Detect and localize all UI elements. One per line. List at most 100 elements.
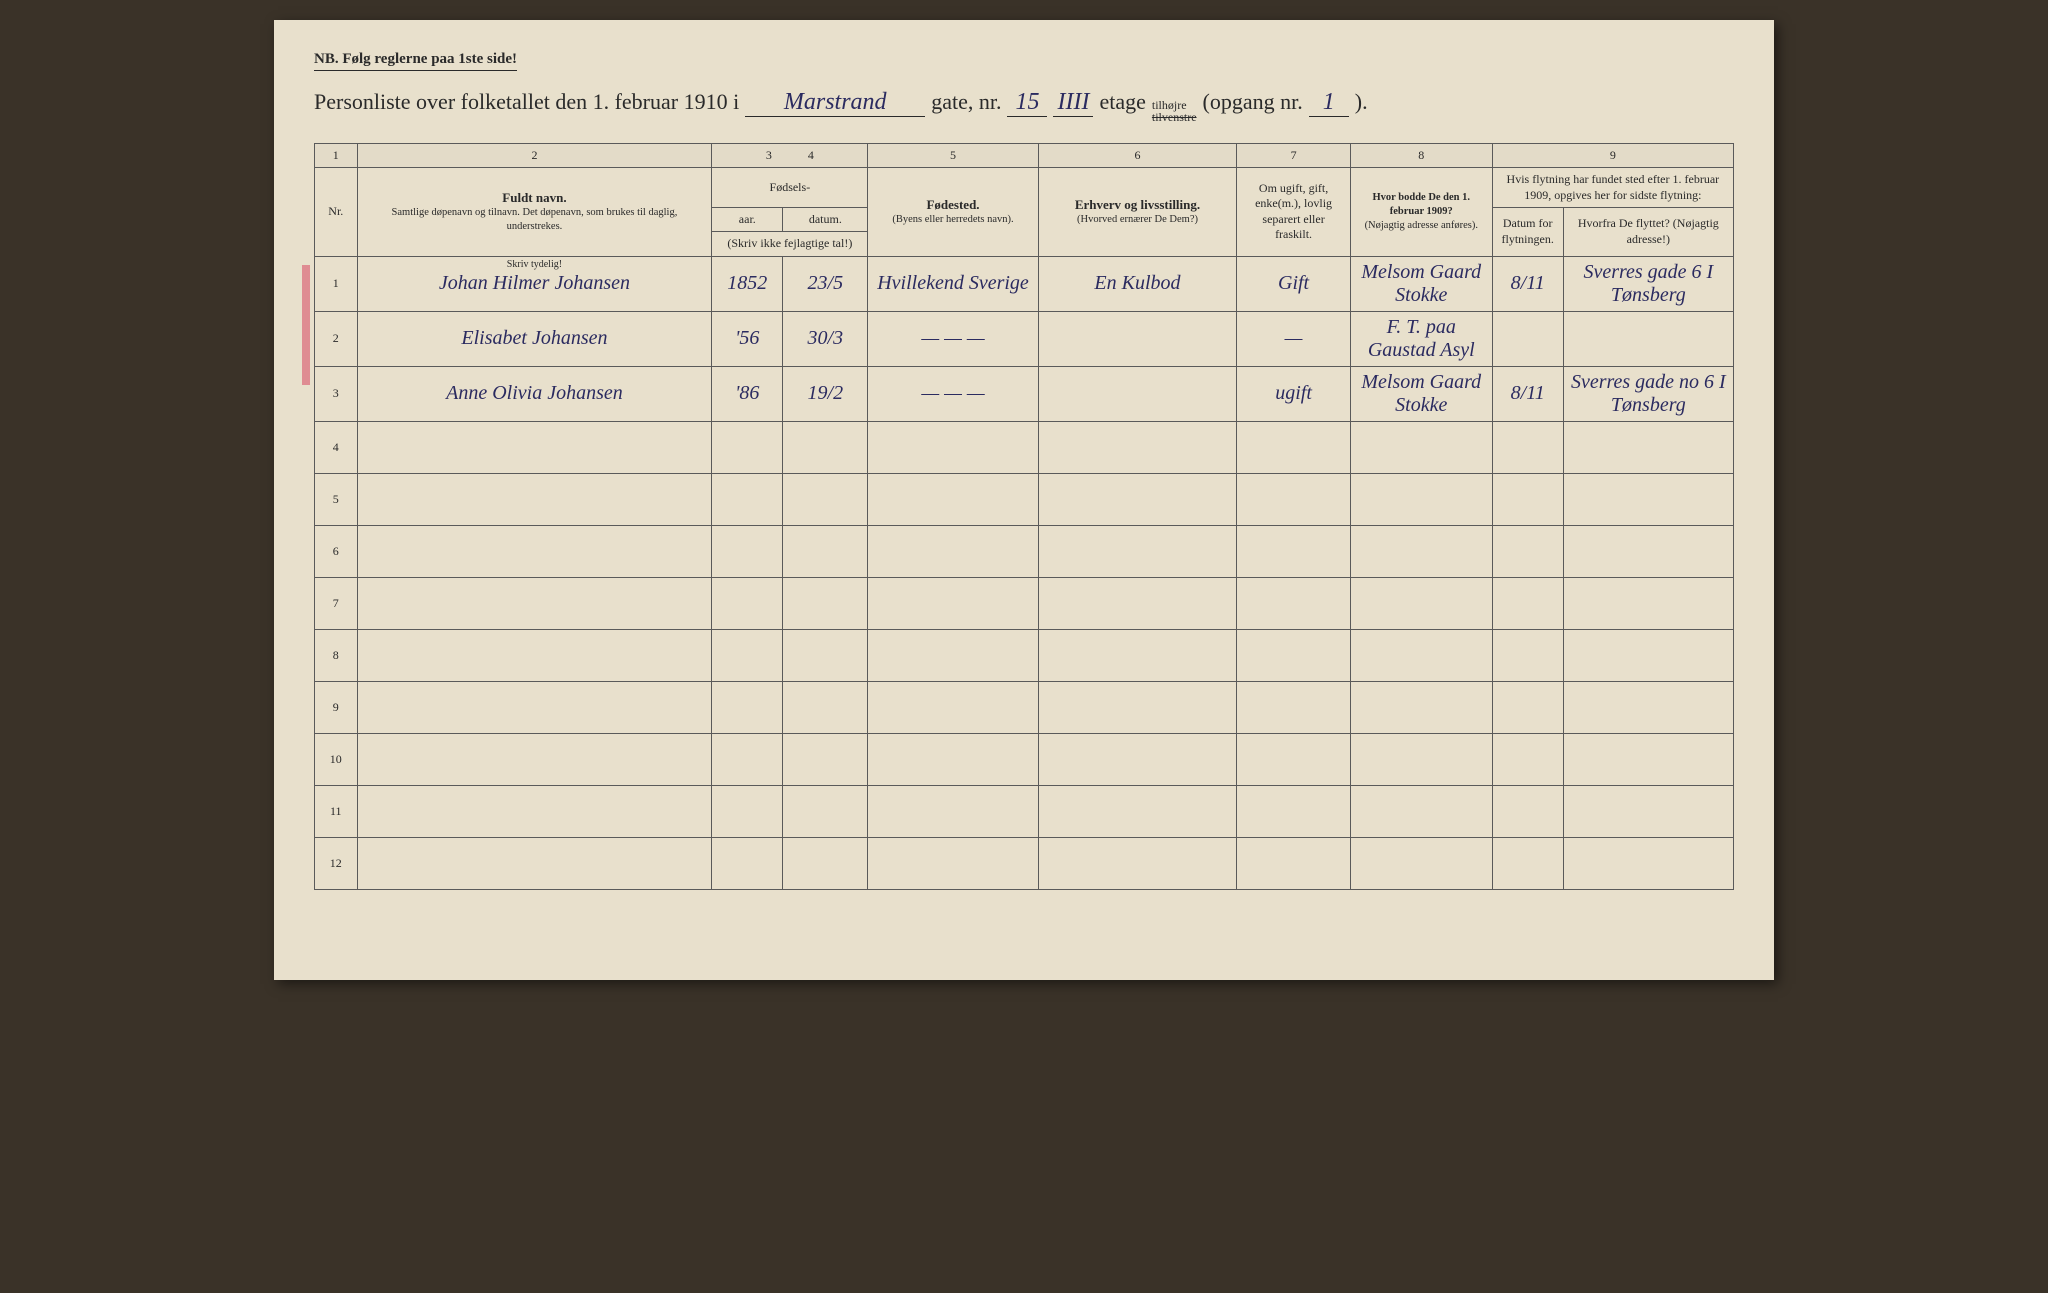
house-nr-hand: 15	[1007, 89, 1047, 117]
hdr-flyt-datum: Datum for flytningen.	[1492, 208, 1563, 257]
hdr-name-sub: Samtlige døpenavn og tilnavn. Det døpena…	[364, 206, 706, 233]
cell-erhverv	[1038, 785, 1237, 837]
cell-aar: '56	[712, 311, 783, 366]
column-number-row: 1 2 3 4 5 6 7 8 9	[315, 144, 1734, 168]
cell-flyt-datum: 8/11	[1492, 366, 1563, 421]
cell-flyt-datum	[1492, 681, 1563, 733]
colnum-1: 1	[315, 144, 358, 168]
red-margin-mark	[302, 265, 310, 385]
cell-bodde1909	[1350, 629, 1492, 681]
table-row: 8	[315, 629, 1734, 681]
hdr-name: Fuldt navn. Samtlige døpenavn og tilnavn…	[357, 168, 712, 257]
cell-flyt-datum	[1492, 837, 1563, 889]
colnum-8: 8	[1350, 144, 1492, 168]
cell-name	[357, 733, 712, 785]
cell-flyt-datum	[1492, 733, 1563, 785]
hdr-fodested-sub: (Byens eller herredets navn).	[874, 213, 1031, 227]
cell-bodde1909: Melsom Gaard Stokke	[1350, 256, 1492, 311]
table-row: 11	[315, 785, 1734, 837]
cell-fodested	[868, 525, 1038, 577]
cell-fodested	[868, 629, 1038, 681]
cell-aar	[712, 785, 783, 837]
table-row: 3Anne Olivia Johansen'8619/2— — —ugiftMe…	[315, 366, 1734, 421]
cell-flyt-datum	[1492, 421, 1563, 473]
cell-flyt-hvorfra: Sverres gade 6 I Tønsberg	[1563, 256, 1733, 311]
cell-fodested	[868, 681, 1038, 733]
cell-erhverv	[1038, 733, 1237, 785]
cell-bodde1909: Melsom Gaard Stokke	[1350, 366, 1492, 421]
cell-name: Elisabet Johansen	[357, 311, 712, 366]
cell-erhverv	[1038, 421, 1237, 473]
header-row-1: Nr. Fuldt navn. Samtlige døpenavn og til…	[315, 168, 1734, 208]
cell-bodde1909	[1350, 473, 1492, 525]
cell-bodde1909	[1350, 785, 1492, 837]
table-row: 5	[315, 473, 1734, 525]
street-name-hand: Marstrand	[745, 89, 925, 117]
cell-aar: '86	[712, 366, 783, 421]
colnum-3-4: 3 4	[712, 144, 868, 168]
cell-ugift	[1237, 421, 1351, 473]
cell-name	[357, 681, 712, 733]
row-number: 10	[315, 733, 358, 785]
cell-aar	[712, 525, 783, 577]
tilvenstre-struck: tilvenstre	[1152, 111, 1197, 123]
colnum-7: 7	[1237, 144, 1351, 168]
cell-fodested	[868, 733, 1038, 785]
cell-flyt-hvorfra	[1563, 629, 1733, 681]
cell-name	[357, 473, 712, 525]
colnum-6: 6	[1038, 144, 1237, 168]
cell-name	[357, 525, 712, 577]
hdr-nr: Nr.	[315, 168, 358, 257]
table-row: 2Elisabet Johansen'5630/3— — ——F. T. paa…	[315, 311, 1734, 366]
hdr-bodde-sub: (Nøjagtig adresse anføres).	[1357, 219, 1486, 233]
cell-bodde1909: F. T. paa Gaustad Asyl	[1350, 311, 1492, 366]
row-number: 6	[315, 525, 358, 577]
cell-flyt-datum	[1492, 577, 1563, 629]
cell-datum	[783, 473, 868, 525]
cell-datum	[783, 577, 868, 629]
table-header: 1 2 3 4 5 6 7 8 9 Nr. Fuldt navn. Samtli…	[315, 144, 1734, 257]
table-body: 1Skriv tydelig!Johan Hilmer Johansen1852…	[315, 256, 1734, 889]
cell-ugift: Gift	[1237, 256, 1351, 311]
table-row: 9	[315, 681, 1734, 733]
cell-datum	[783, 681, 868, 733]
cell-aar	[712, 681, 783, 733]
cell-datum	[783, 629, 868, 681]
cell-erhverv	[1038, 837, 1237, 889]
row-number: 2	[315, 311, 358, 366]
cell-ugift	[1237, 733, 1351, 785]
cell-flyt-hvorfra	[1563, 525, 1733, 577]
cell-ugift: ugift	[1237, 366, 1351, 421]
cell-fodested	[868, 421, 1038, 473]
hdr-erhverv-sub: (Hvorved ernærer De Dem?)	[1045, 213, 1231, 227]
hdr-flyt-hvorfra: Hvorfra De flyttet? (Nøjagtig adresse!)	[1563, 208, 1733, 257]
cell-bodde1909	[1350, 733, 1492, 785]
title-line: Personliste over folketallet den 1. febr…	[314, 89, 1734, 123]
cell-flyt-hvorfra	[1563, 785, 1733, 837]
cell-erhverv	[1038, 311, 1237, 366]
census-table: 1 2 3 4 5 6 7 8 9 Nr. Fuldt navn. Samtli…	[314, 143, 1734, 890]
cell-flyt-hvorfra	[1563, 837, 1733, 889]
cell-bodde1909	[1350, 525, 1492, 577]
hdr-ugift: Om ugift, gift, enke(m.), lovlig separer…	[1237, 168, 1351, 257]
cell-name: Skriv tydelig!Johan Hilmer Johansen	[357, 256, 712, 311]
cell-fodested	[868, 785, 1038, 837]
opgang-label: (opgang nr.	[1203, 89, 1303, 115]
hdr-erhverv-main: Erhverv og livsstilling.	[1045, 197, 1231, 213]
cell-fodested: — — —	[868, 366, 1038, 421]
cell-flyt-datum: 8/11	[1492, 256, 1563, 311]
colnum-9: 9	[1492, 144, 1733, 168]
row-number: 7	[315, 577, 358, 629]
table-row: 4	[315, 421, 1734, 473]
cell-datum	[783, 421, 868, 473]
cell-fodested	[868, 473, 1038, 525]
table-row: 10	[315, 733, 1734, 785]
table-row: 7	[315, 577, 1734, 629]
cell-datum: 30/3	[783, 311, 868, 366]
opgang-nr-hand: 1	[1309, 89, 1349, 117]
row-number: 1	[315, 256, 358, 311]
table-row: 12	[315, 837, 1734, 889]
hdr-fodsels: Fødsels-	[712, 168, 868, 208]
cell-aar	[712, 837, 783, 889]
cell-flyt-datum	[1492, 629, 1563, 681]
